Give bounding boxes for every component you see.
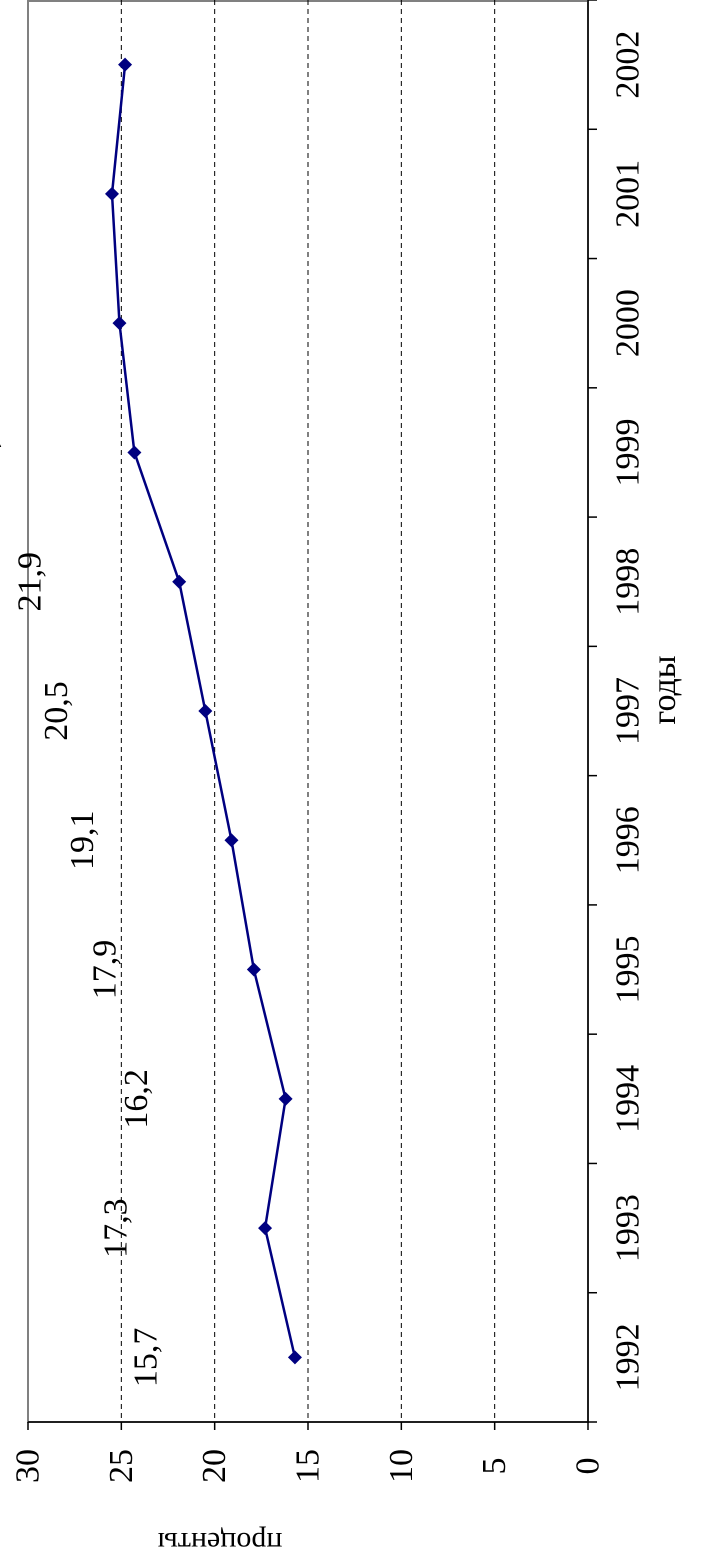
- category-tick-label: 1993: [610, 1194, 647, 1262]
- category-tick-label: 1995: [610, 936, 647, 1004]
- data-label: 24,3: [0, 423, 4, 483]
- value-tick-label: 5: [476, 1458, 513, 1475]
- value-tick-label: 20: [196, 1449, 233, 1483]
- data-point: [198, 704, 213, 718]
- category-tick-label: 1994: [610, 1065, 647, 1133]
- category-tick-label: 2001: [610, 160, 647, 228]
- category-tick-label: 1998: [610, 548, 647, 616]
- data-point: [258, 1221, 273, 1236]
- data-point: [172, 574, 187, 589]
- value-tick-label: 30: [10, 1449, 47, 1483]
- data-point: [112, 316, 127, 331]
- category-tick-label: 2000: [610, 289, 647, 357]
- data-label: 17,3: [98, 1198, 135, 1258]
- data-label: 16,2: [118, 1069, 155, 1129]
- data-point: [246, 962, 261, 977]
- category-tick-label: 1996: [610, 806, 647, 874]
- value-tick-label: 15: [290, 1449, 327, 1483]
- data-point: [118, 57, 133, 72]
- category-tick-label: 1992: [610, 1323, 647, 1391]
- category-tick-label: 2002: [610, 31, 647, 99]
- data-point: [278, 1091, 293, 1106]
- chart-labels: годы проценты: [158, 655, 683, 1553]
- y-axis-title: проценты: [158, 1526, 283, 1553]
- data-label: 19,1: [64, 811, 101, 871]
- value-tick-label: 0: [570, 1458, 607, 1475]
- value-tick-label: 25: [103, 1449, 140, 1483]
- data-point: [224, 833, 239, 848]
- data-point: [105, 186, 119, 201]
- data-label: 15,7: [127, 1328, 164, 1388]
- x-axis-title: годы: [646, 655, 683, 724]
- data-point: [287, 1350, 302, 1365]
- data-label: 20,5: [38, 681, 75, 741]
- data-label: 17,9: [86, 940, 123, 1000]
- category-tick-label: 1997: [610, 677, 647, 745]
- plot-area: 0 5 10 15 20 25 30 1992 1993 1994 1995 1996 1997 1998…: [0, 0, 647, 1483]
- data-point: [127, 445, 142, 460]
- category-tick-label: 1999: [610, 418, 647, 486]
- data-label: 21,9: [12, 552, 49, 612]
- value-tick-label: 10: [383, 1449, 420, 1483]
